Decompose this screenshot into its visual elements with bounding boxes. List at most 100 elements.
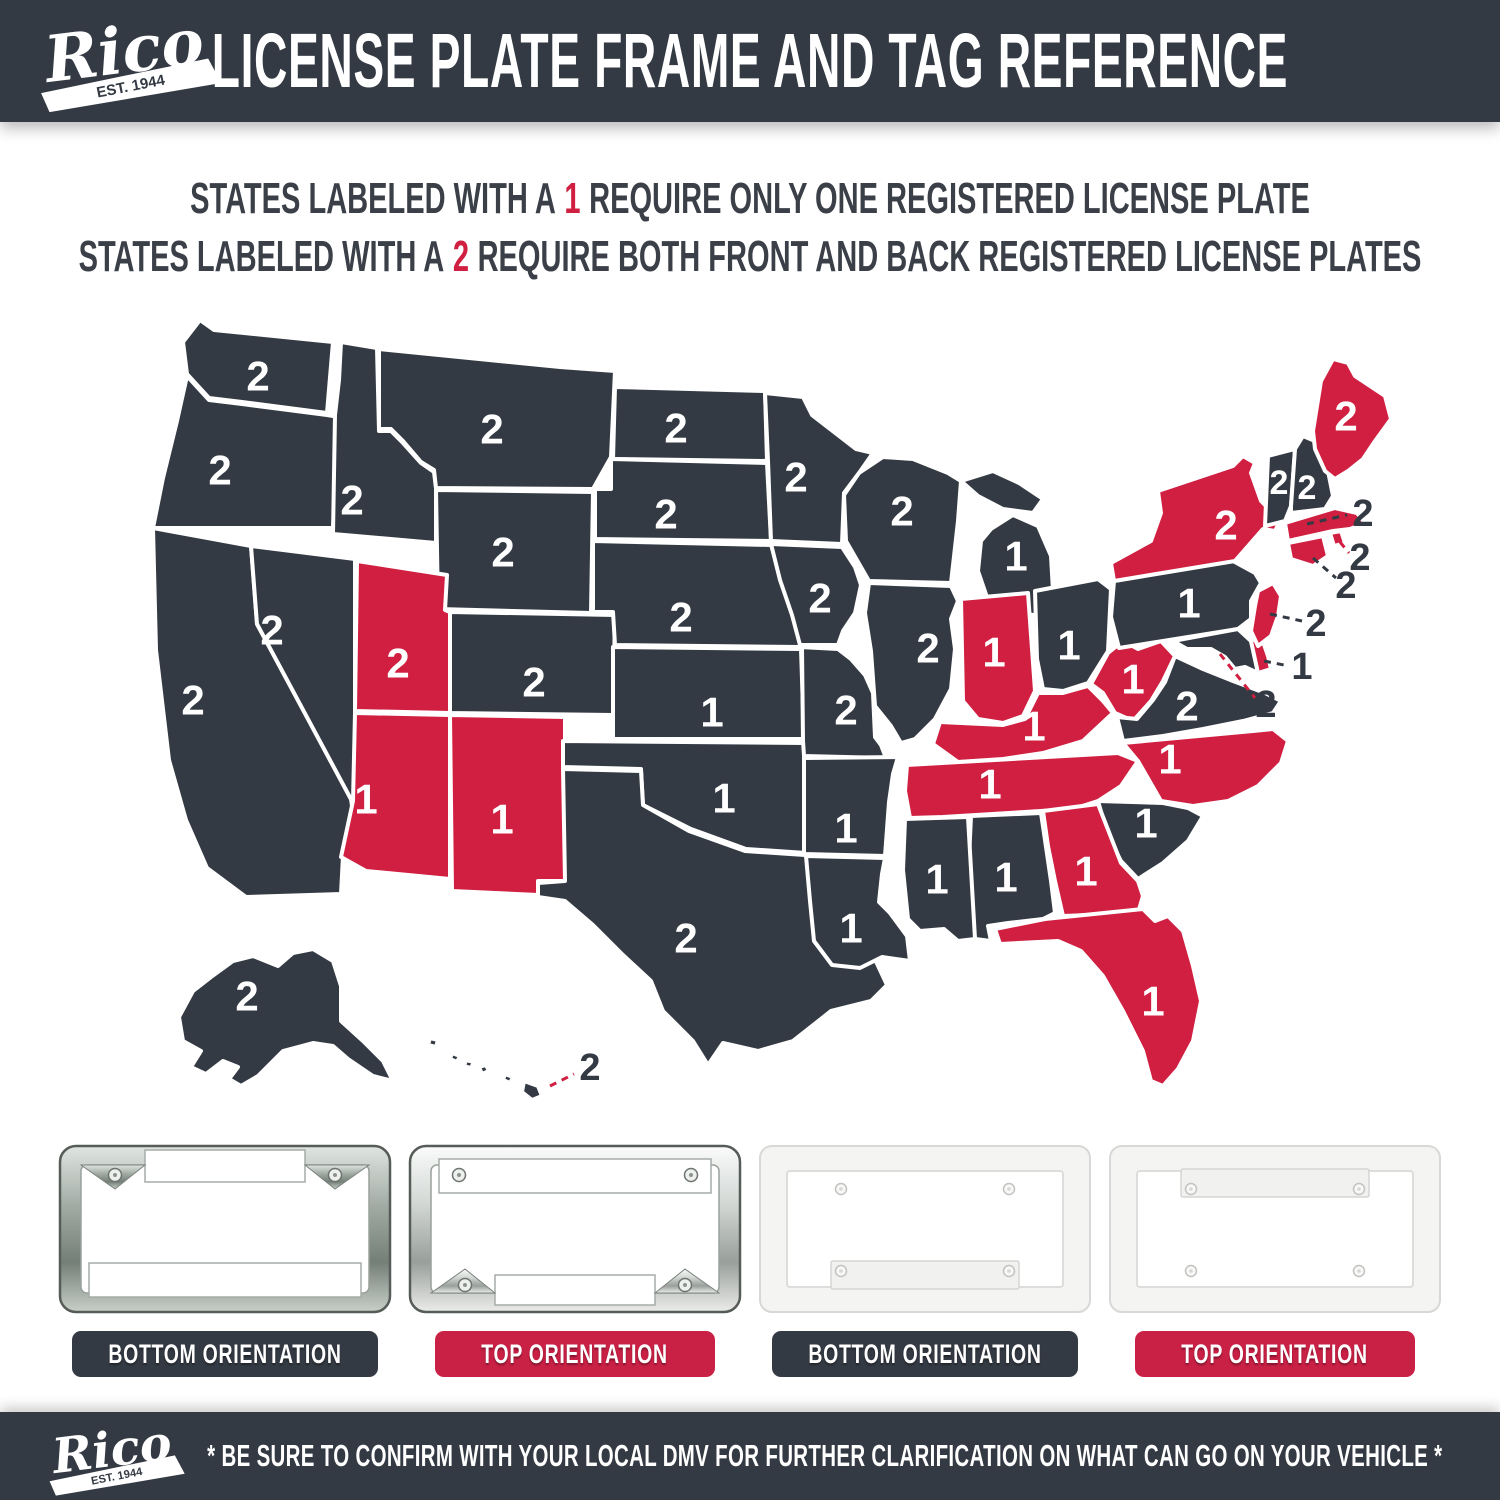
callout-line-nj — [1269, 612, 1303, 623]
orientation-badges: BOTTOM ORIENTATION TOP ORIENTATION BOTTO… — [0, 1331, 1500, 1377]
state-wi — [842, 455, 963, 585]
license-frame-chrome-dark-bottom — [58, 1144, 392, 1314]
state-plate-count-mo: 2 — [834, 687, 857, 734]
state-hi-1 — [426, 1036, 440, 1049]
state-hi-4 — [477, 1063, 491, 1076]
rico-logo: Rico EST. 1944 — [39, 6, 222, 113]
state-hi-2 — [448, 1051, 462, 1064]
callout-plate-count-ri: 2 — [1349, 537, 1370, 579]
legend-line-1: STATES LABELED WITH A 1 REQUIRE ONLY ONE… — [190, 170, 1310, 228]
state-nd — [611, 385, 769, 463]
state-plate-count-mt: 2 — [480, 406, 503, 453]
state-ny — [1109, 454, 1283, 583]
state-plate-count-wa: 2 — [246, 353, 269, 400]
state-oh — [1033, 577, 1113, 693]
callout-line-ri — [1338, 541, 1351, 554]
state-va — [1115, 654, 1283, 743]
state-plate-count-az: 1 — [354, 776, 377, 823]
state-plate-count-ar: 1 — [834, 805, 857, 852]
footer-logo-ribbon — [49, 1455, 185, 1496]
state-sd — [593, 457, 773, 543]
state-ar — [802, 755, 900, 858]
state-plate-count-il: 2 — [916, 625, 939, 672]
state-me — [1311, 357, 1393, 481]
state-plate-count-nc: 1 — [1158, 736, 1181, 783]
state-la — [804, 854, 912, 970]
state-hi-3 — [462, 1058, 476, 1070]
footer-disclaimer-wrap: * BE SURE TO CONFIRM WITH YOUR LOCAL DMV… — [0, 1412, 1500, 1500]
header-bar: Rico EST. 1944 LICENSE PLATE FRAME AND T… — [0, 0, 1500, 122]
callout-plate-count-md: 2 — [1255, 684, 1276, 726]
state-plate-count-me: 2 — [1334, 393, 1357, 440]
state-vt — [1263, 447, 1297, 528]
state-plate-count-or: 2 — [208, 447, 231, 494]
legend-1-suffix: REQUIRE ONLY ONE REGISTERED LICENSE PLAT… — [589, 174, 1310, 223]
callout-plate-count-ct: 2 — [1335, 565, 1356, 607]
state-plate-count-tn: 1 — [978, 761, 1001, 808]
state-plate-count-mi: 1 — [1004, 533, 1027, 580]
legend-line-2: STATES LABELED WITH A 2 REQUIRE BOTH FRO… — [79, 228, 1422, 286]
callout-plate-count-de: 1 — [1291, 646, 1312, 688]
callout-line-md — [1218, 653, 1257, 699]
legend-1-number: 1 — [564, 174, 581, 223]
callout-plate-count-ma: 2 — [1352, 493, 1373, 535]
state-plate-count-ut: 2 — [386, 640, 409, 687]
state-plate-count-pa: 1 — [1177, 580, 1200, 627]
state-plate-count-fl: 1 — [1141, 978, 1164, 1025]
frame-white-bottom — [757, 1143, 1093, 1315]
legend: STATES LABELED WITH A 1 REQUIRE ONLY ONE… — [0, 170, 1500, 286]
state-in — [959, 591, 1037, 725]
state-plate-count-oh: 1 — [1057, 622, 1080, 669]
state-plate-count-ks: 1 — [700, 689, 723, 736]
state-plate-count-nm: 1 — [490, 796, 513, 843]
state-plate-count-ny: 2 — [1214, 502, 1237, 549]
state-mo — [798, 645, 888, 760]
state-plate-count-mn: 2 — [784, 454, 807, 501]
callout-plate-count-hi: 2 — [579, 1047, 600, 1089]
badge-top-orientation-2: TOP ORIENTATION — [1135, 1331, 1415, 1377]
legend-2-suffix: REQUIRE BOTH FRONT AND BACK REGISTERED L… — [477, 232, 1422, 281]
state-pa — [1109, 559, 1263, 650]
state-plate-count-al: 1 — [994, 854, 1017, 901]
state-plate-count-wy: 2 — [491, 529, 514, 576]
state-ga — [1041, 802, 1145, 918]
callout-plate-count-nj: 2 — [1305, 603, 1326, 645]
state-nj — [1249, 581, 1283, 648]
state-plate-count-tx: 2 — [674, 915, 697, 962]
state-plate-count-sd: 2 — [654, 491, 677, 538]
state-md — [1171, 627, 1260, 675]
state-plate-count-in: 1 — [982, 629, 1005, 676]
state-plate-count-ok: 1 — [712, 775, 735, 822]
state-ms — [901, 815, 977, 943]
license-frame-white-bottom — [759, 1145, 1091, 1313]
state-plate-count-ak: 2 — [235, 973, 258, 1020]
state-tx — [536, 767, 889, 1067]
logo-ribbon — [41, 58, 222, 113]
state-ma — [1283, 506, 1367, 543]
state-nc — [1121, 727, 1290, 808]
rico-logo-footer: Rico EST. 1944 — [47, 1416, 185, 1496]
callout-line-ma — [1306, 513, 1348, 526]
state-plate-count-ia: 2 — [808, 575, 831, 622]
state-ct — [1286, 534, 1330, 568]
state-plate-count-nh: 2 — [1298, 469, 1317, 507]
state-ak — [177, 947, 395, 1088]
state-plate-count-sc: 1 — [1134, 800, 1157, 847]
state-plate-count-co: 2 — [522, 659, 545, 706]
state-ia — [769, 542, 863, 647]
state-nh — [1289, 434, 1335, 515]
state-plate-count-ky: 1 — [1022, 703, 1045, 750]
page-title: LICENSE PLATE FRAME AND TAG REFERENCE — [211, 17, 1289, 104]
license-frame-white-top — [1109, 1145, 1441, 1313]
frame-chrome-top — [407, 1143, 743, 1315]
state-ne — [591, 539, 803, 649]
state-hi-5 — [501, 1072, 515, 1085]
state-plate-count-va: 2 — [1175, 683, 1198, 730]
state-mt — [377, 347, 617, 491]
legend-2-number: 2 — [452, 232, 469, 281]
legend-1-prefix: STATES LABELED WITH A — [190, 174, 556, 223]
state-plate-count-wv: 1 — [1121, 656, 1144, 703]
callout-line-hi — [549, 1072, 575, 1088]
state-il — [863, 581, 960, 745]
